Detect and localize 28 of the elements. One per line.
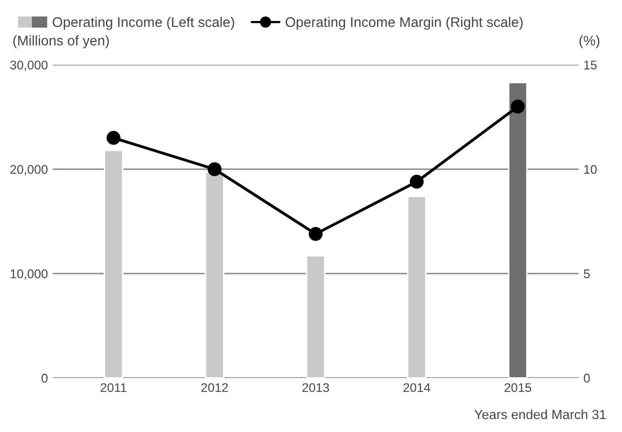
y2-tick-label: 10 — [584, 165, 597, 174]
legend-label: Operating Income Margin (Right scale) — [286, 16, 523, 30]
point — [510, 100, 525, 114]
legend-label: Operating Income (Left scale) — [52, 16, 234, 30]
y-tick-label: 10,000 — [10, 269, 48, 280]
bar — [406, 196, 427, 378]
x-tick-label: 2011 — [100, 383, 126, 392]
y-axis-title: (Millions of yen) — [13, 35, 109, 48]
bar — [306, 255, 326, 378]
point — [410, 174, 424, 189]
y2-tick-label: 0 — [584, 374, 590, 383]
x-tick-label: 2014 — [403, 383, 430, 392]
y2-tick-label: 15 — [584, 60, 597, 70]
x-tick-label: 2015 — [504, 383, 532, 392]
y-tick-label: 30,000 — [10, 60, 48, 71]
bar — [104, 150, 124, 378]
y-tick-label: 0 — [42, 374, 48, 383]
text: Years ended March 31 — [474, 409, 606, 420]
y2-axis-title: (%) — [579, 35, 600, 48]
y2-tick-label: 5 — [584, 270, 590, 278]
x-tick-label: 2012 — [201, 383, 228, 392]
x-tick-label: 2013 — [302, 383, 330, 392]
bar — [204, 172, 224, 378]
point — [208, 162, 222, 176]
point — [106, 130, 120, 145]
point — [308, 226, 323, 241]
y-tick-label: 20,000 — [10, 165, 48, 176]
bar — [508, 82, 528, 378]
